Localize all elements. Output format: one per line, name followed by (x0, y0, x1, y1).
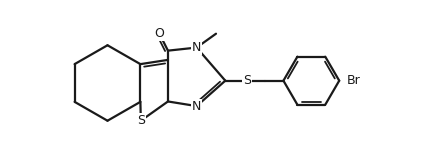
Text: N: N (192, 41, 201, 54)
Text: N: N (192, 100, 201, 113)
Text: O: O (155, 27, 164, 40)
Text: S: S (243, 74, 251, 87)
Text: Br: Br (347, 74, 361, 87)
Text: S: S (137, 114, 145, 127)
